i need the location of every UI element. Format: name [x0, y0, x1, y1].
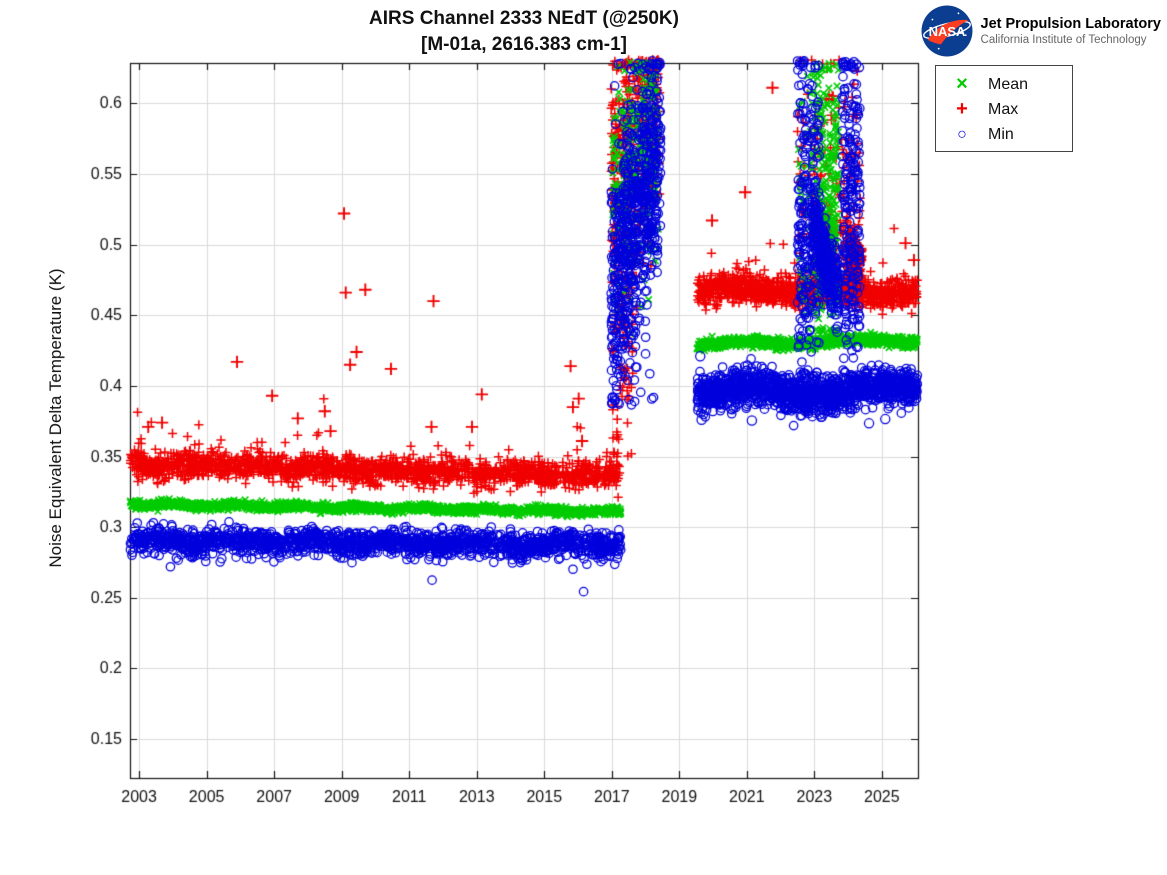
- nasa-logo-text: NASA: [928, 24, 965, 39]
- legend-label-mean: Mean: [988, 75, 1029, 93]
- nasa-logo-icon: NASA: [921, 5, 972, 57]
- y-axis-label: Noise Equivalent Delta Temperature (K): [46, 268, 65, 568]
- legend: × Mean + Max ○ Min: [935, 65, 1073, 152]
- jpl-header: NASA Jet Propulsion Laboratory Californi…: [921, 5, 1161, 57]
- chart-title-block: AIRS Channel 2333 NEdT (@250K) [M-01a, 2…: [130, 6, 918, 58]
- legend-item-max: + Max: [936, 97, 1072, 122]
- legend-item-min: ○ Min: [936, 122, 1072, 147]
- chart-title: AIRS Channel 2333 NEdT (@250K): [369, 8, 679, 29]
- max-plus-icon: +: [956, 98, 968, 120]
- jpl-name: Jet Propulsion Laboratory: [980, 16, 1161, 32]
- jpl-sub: California Institute of Technology: [980, 34, 1147, 46]
- mean-x-icon: ×: [956, 73, 968, 95]
- min-circle-icon: ○: [957, 126, 967, 143]
- chart-subtitle: [M-01a, 2616.383 cm-1]: [421, 34, 627, 55]
- legend-label-min: Min: [988, 125, 1014, 143]
- jpl-text-block: Jet Propulsion Laboratory California Ins…: [981, 15, 1161, 47]
- legend-label-max: Max: [988, 100, 1019, 118]
- legend-item-mean: × Mean: [936, 72, 1072, 97]
